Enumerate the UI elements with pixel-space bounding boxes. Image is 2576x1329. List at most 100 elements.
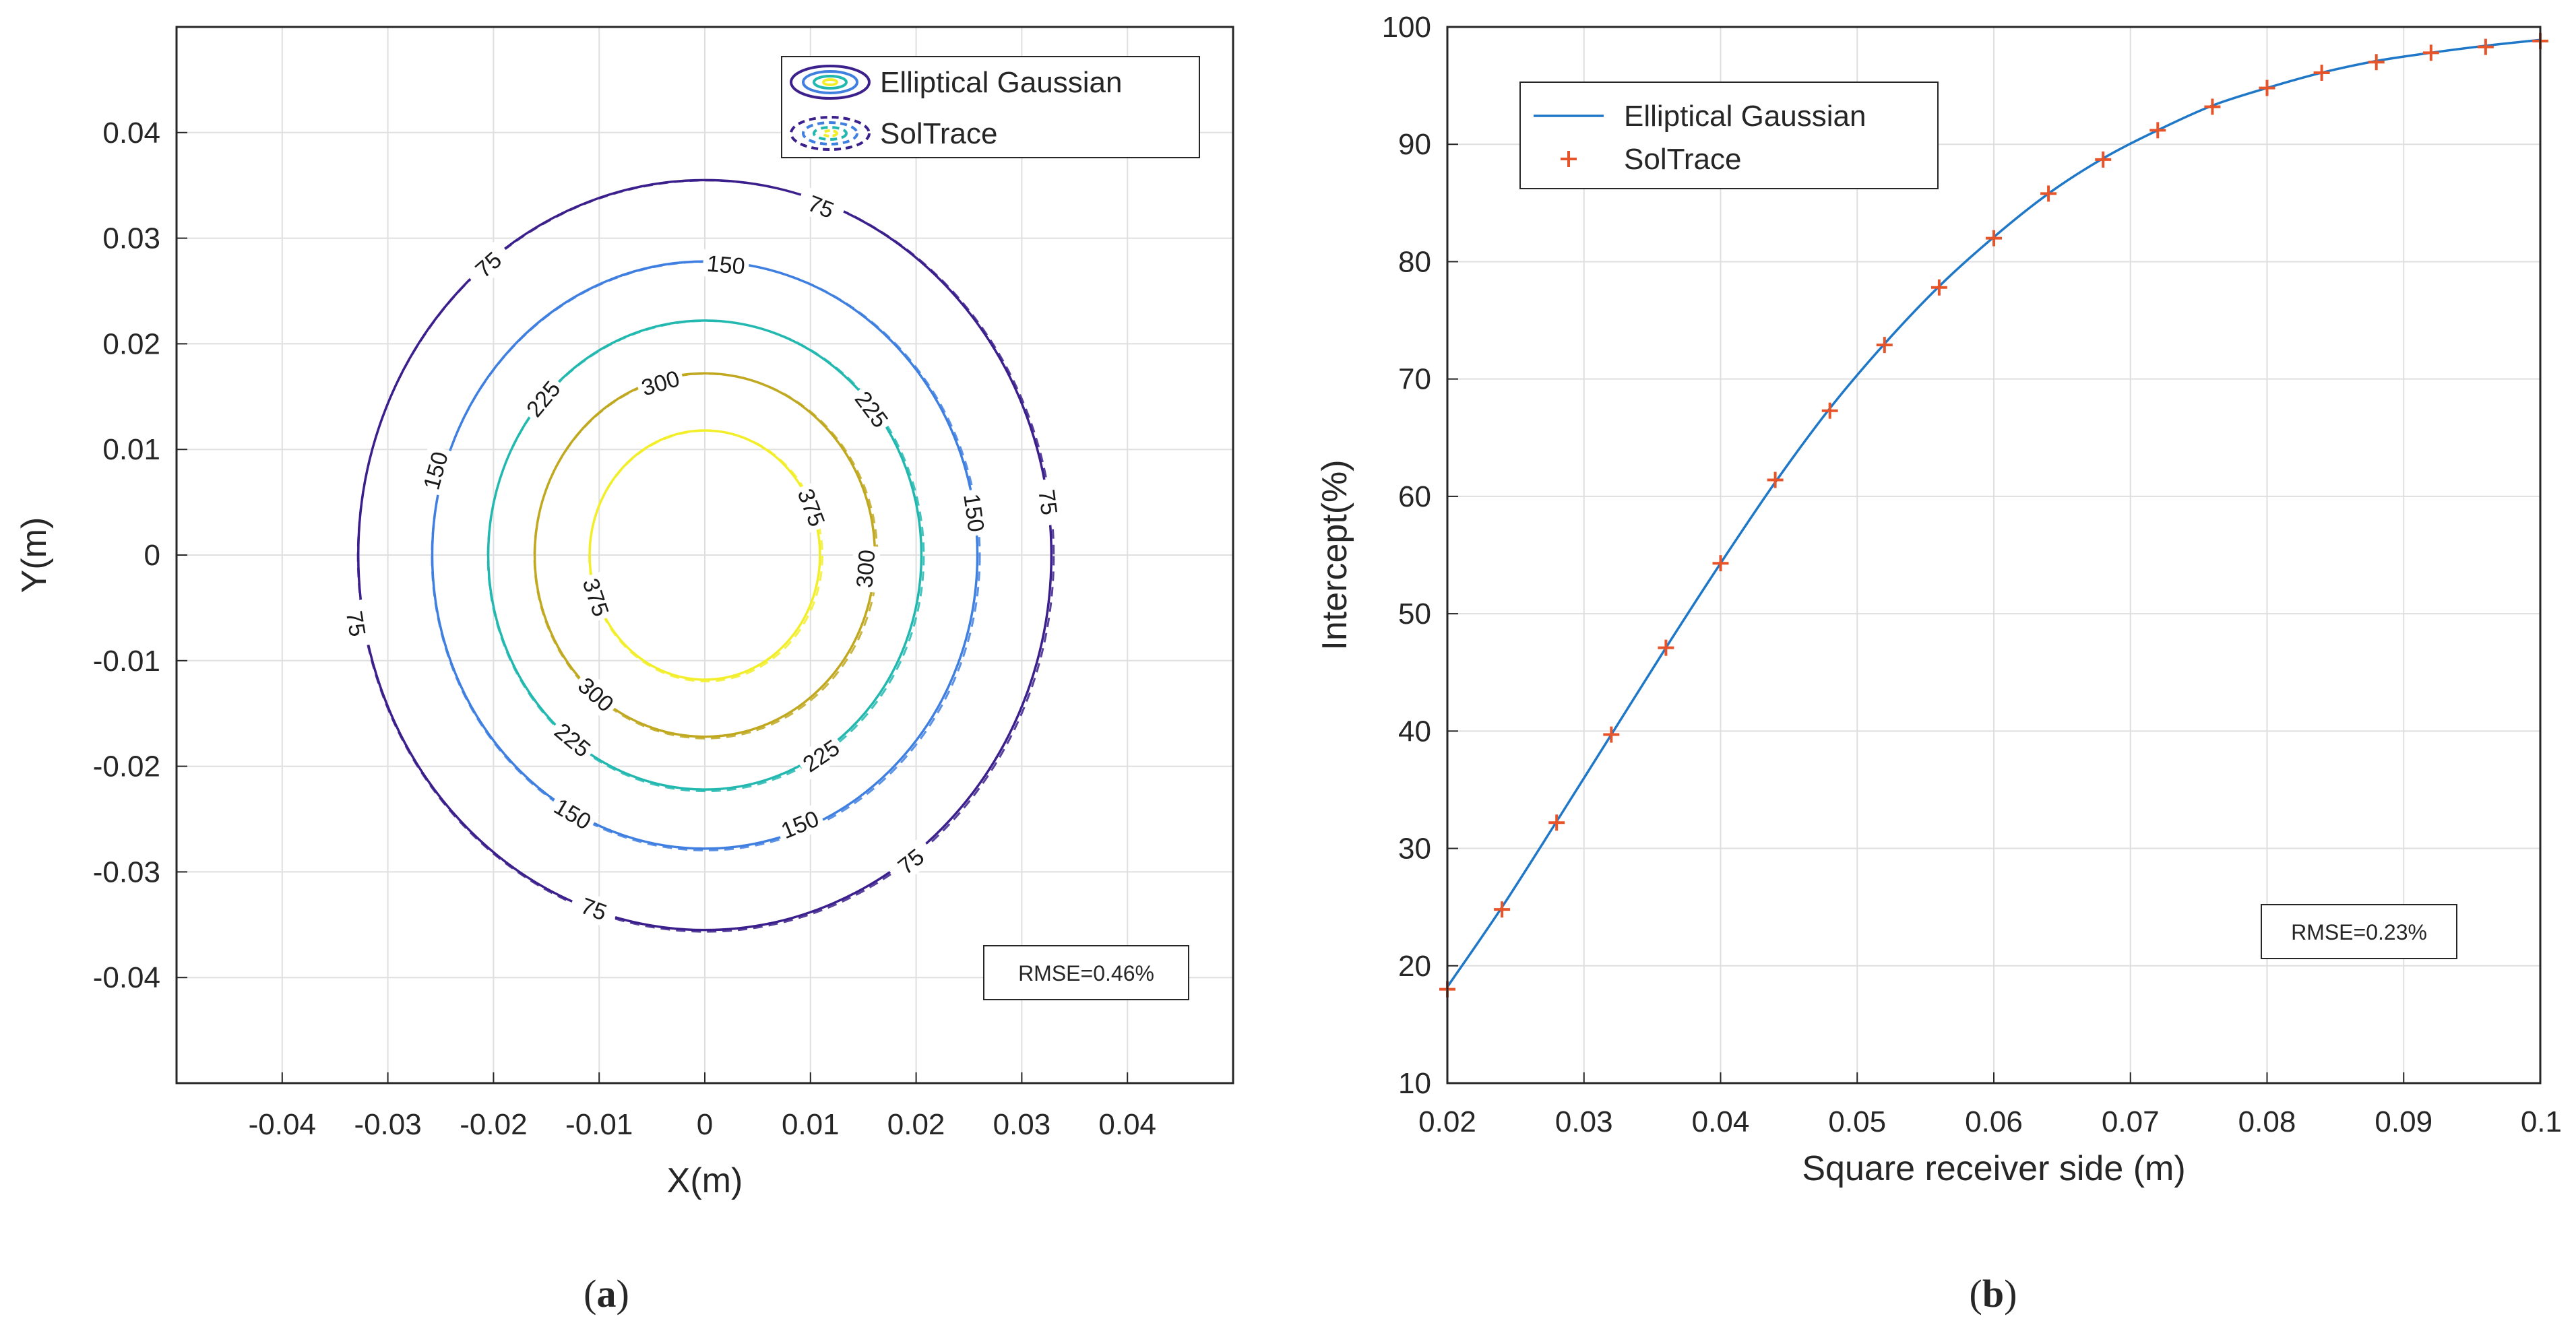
legend-swatch-soltrace xyxy=(790,116,871,151)
x-tick-label: 0.02 xyxy=(887,1108,945,1141)
data-point-soltrace xyxy=(1548,814,1565,831)
y-ticks: 10 20 30 40 50 60 70 80 90 100 xyxy=(1382,11,1458,1100)
y-tick-label: 70 xyxy=(1398,363,1431,396)
y-tick-label: 90 xyxy=(1398,128,1431,161)
legend-label-soltrace: SolTrace xyxy=(1624,143,1741,176)
x-tick-label: 0.03 xyxy=(993,1108,1051,1141)
x-tick-label: -0.01 xyxy=(565,1108,633,1141)
x-tick-label: -0.03 xyxy=(354,1108,421,1141)
legend-box xyxy=(781,56,1200,158)
x-tick-label: -0.02 xyxy=(460,1108,527,1141)
y-axis-label: Intercept(%) xyxy=(1315,459,1354,650)
x-tick-label: 0 xyxy=(697,1108,713,1141)
contour-label-75: 75 xyxy=(1033,488,1062,516)
x-tick-label: 0.09 xyxy=(2375,1105,2432,1138)
contour-label-150: 150 xyxy=(418,449,453,492)
data-point-soltrace xyxy=(2095,151,2112,168)
contour-label-375: 375 xyxy=(577,575,614,620)
contour-label-150: 150 xyxy=(705,251,746,280)
y-axis-label: Y(m) xyxy=(15,517,54,593)
contour-label-bg xyxy=(794,732,848,780)
panel-label-close-paren: ) xyxy=(2004,1272,2017,1316)
rmse-annotation: RMSE=0.46% xyxy=(1018,961,1154,985)
contour-label-bg xyxy=(416,445,455,496)
contour-label-bg xyxy=(794,185,848,228)
contour-label-150: 150 xyxy=(958,492,988,533)
data-point-soltrace xyxy=(1712,555,1729,572)
contour-label-bg xyxy=(847,383,897,436)
legend-box xyxy=(1519,82,1939,189)
data-point-soltrace xyxy=(1767,472,1784,488)
rmse-box xyxy=(983,945,1189,1000)
legend-label-elliptical-gaussian: Elliptical Gaussian xyxy=(1624,100,1866,133)
x-tick-label: 0.01 xyxy=(782,1108,840,1141)
x-tick-label: 0.04 xyxy=(1692,1105,1750,1138)
rmse-box xyxy=(2261,904,2457,959)
contour-soltrace-375 xyxy=(588,429,823,683)
intercept-line-plot-panel: 0.02 0.03 0.04 0.05 0.06 0.07 0.08 0.09 0.1 10 20… xyxy=(1315,11,2562,1316)
contour-label-bg xyxy=(701,249,750,280)
data-point-soltrace xyxy=(2477,38,2494,55)
x-tick-label: 0.02 xyxy=(1418,1105,1476,1138)
contour-label-bg xyxy=(575,571,617,624)
x-tick-label: 0.1 xyxy=(2521,1105,2562,1138)
legend-swatch-elliptical-gaussian xyxy=(790,65,871,100)
contour-label-bg xyxy=(546,790,600,837)
y-tick-label: 40 xyxy=(1398,715,1431,748)
data-point-soltrace xyxy=(2149,122,2166,139)
panel-label-letter: b xyxy=(1982,1272,2004,1316)
panel-label-open-paren: ( xyxy=(1970,1272,1982,1316)
panel-label-b: (b) xyxy=(1970,1272,2017,1316)
contour-label-bg xyxy=(1032,478,1065,527)
contour-label-300: 300 xyxy=(852,549,880,589)
y-tick-label: 100 xyxy=(1382,11,1431,44)
y-tick-label: 0.01 xyxy=(102,433,160,466)
contour-label-bg xyxy=(567,888,621,930)
y-tick-label: 0.02 xyxy=(102,327,160,360)
data-point-soltrace xyxy=(2422,44,2439,61)
y-tick-label: 0 xyxy=(144,539,160,572)
y-tick-label: 80 xyxy=(1398,245,1431,278)
contour-label-75: 75 xyxy=(341,609,371,639)
x-axis-label: X(m) xyxy=(667,1161,743,1200)
contour-soltrace-75 xyxy=(356,179,1055,933)
contour-label-bg xyxy=(774,803,827,846)
data-point-soltrace xyxy=(2204,98,2221,115)
x-tick-label: 0.04 xyxy=(1098,1108,1156,1141)
contour-label-bg xyxy=(634,363,687,403)
panel-label-open-paren: ( xyxy=(584,1272,596,1316)
y-tick-label: -0.02 xyxy=(93,750,160,783)
y-ticks: -0.04 -0.03 -0.02 -0.01 0 0.01 0.02 0.03 0.04 xyxy=(93,117,187,994)
x-tick-label: 0.07 xyxy=(2102,1105,2160,1138)
legend-label-soltrace: SolTrace xyxy=(880,117,997,150)
data-point-soltrace xyxy=(2368,54,2385,71)
y-tick-label: 60 xyxy=(1398,480,1431,513)
data-point-soltrace xyxy=(1876,337,1893,354)
y-tick-label: 0.03 xyxy=(102,222,160,255)
y-tick-label: 50 xyxy=(1398,597,1431,630)
contour-gaussian-225 xyxy=(486,319,923,791)
x-ticks: -0.04 -0.03 -0.02 -0.01 0 0.01 0.02 0.03 0.04 xyxy=(249,1072,1156,1141)
y-tick-label: 0.04 xyxy=(102,117,160,150)
contour-label-bg xyxy=(884,836,937,886)
contour-soltrace-225 xyxy=(486,319,925,793)
x-tick-label: 0.03 xyxy=(1555,1105,1613,1138)
x-tick-label: 0.08 xyxy=(2238,1105,2296,1138)
y-tick-label: 30 xyxy=(1398,833,1431,866)
legend: Elliptical Gaussian SolTrace xyxy=(1519,82,1939,189)
legend-label-elliptical-gaussian: Elliptical Gaussian xyxy=(880,66,1123,99)
contour-label-bg xyxy=(850,544,881,593)
panel-label-letter: a xyxy=(597,1272,617,1316)
y-tick-label: -0.04 xyxy=(93,961,160,994)
x-tick-label: 0.06 xyxy=(1965,1105,2023,1138)
data-point-soltrace xyxy=(1986,230,2002,247)
legend-swatch-soltrace xyxy=(1561,151,1577,167)
x-ticks: 0.02 0.03 0.04 0.05 0.06 0.07 0.08 0.09 0.1 xyxy=(1418,1072,2562,1138)
data-point-soltrace xyxy=(2040,185,2057,202)
contour-label-300: 300 xyxy=(639,366,683,401)
data-point-soltrace xyxy=(1603,726,1620,743)
contour-label-bg xyxy=(518,372,569,425)
contour-lines xyxy=(356,179,1055,933)
contour-label-bg xyxy=(569,669,623,720)
contour-label-bg xyxy=(546,715,599,765)
